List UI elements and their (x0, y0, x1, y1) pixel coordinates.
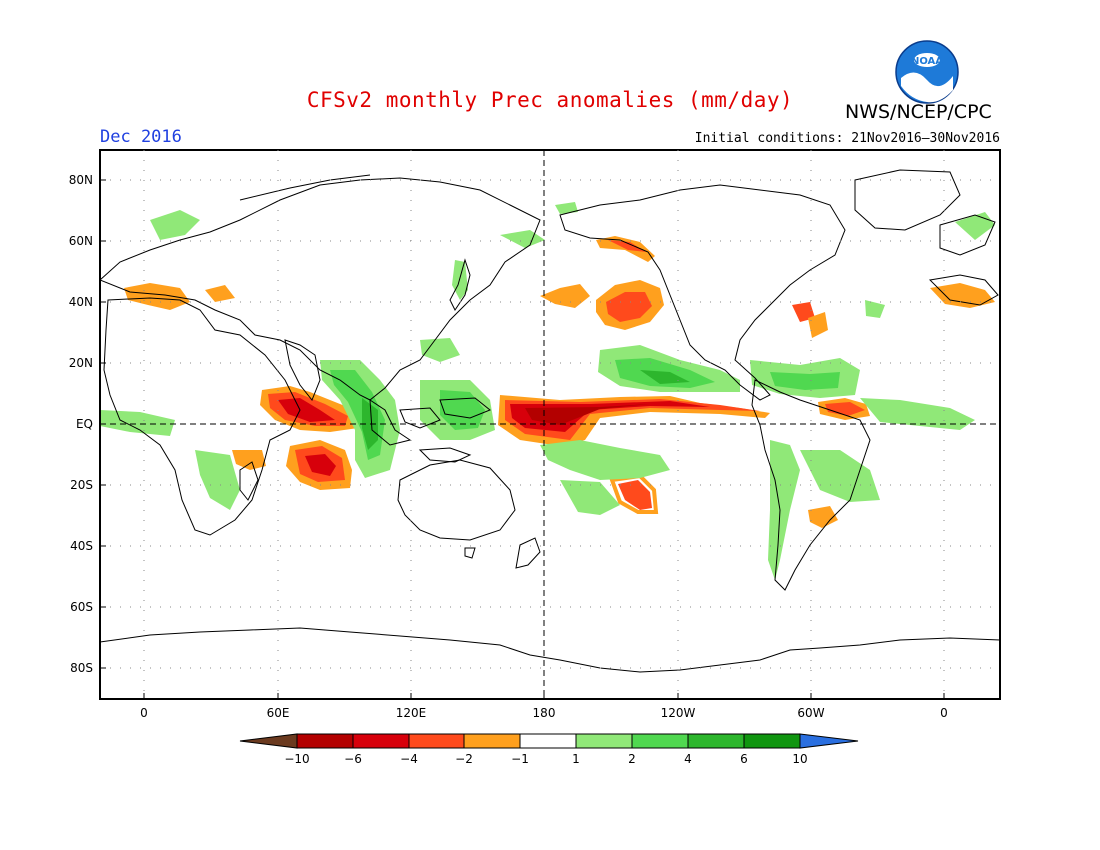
colorbar-swatch (520, 734, 576, 748)
noaa-logo: NOAA (895, 40, 959, 104)
colorbar-swatch (632, 734, 688, 748)
colorbar-left-arrow (240, 734, 297, 748)
colorbar-swatch (409, 734, 464, 748)
colorbar-label: 2 (628, 752, 636, 766)
lon-label: 60E (267, 706, 290, 720)
lon-label: 0 (140, 706, 148, 720)
logo-text: NOAA (911, 56, 943, 67)
lat-labels: 80N 60N 40N 20N EQ 20S 40S 60S 80S (69, 173, 93, 675)
colorbar-swatch (353, 734, 409, 748)
coastlines (99, 169, 1001, 673)
lon-label: 0 (940, 706, 948, 720)
gridlines (100, 150, 1000, 699)
colorbar-label: 10 (792, 752, 807, 766)
lon-label: 120W (661, 706, 696, 720)
lat-label: 20S (70, 478, 93, 492)
lat-label: 60S (70, 600, 93, 614)
colorbar-right-arrow (800, 734, 858, 748)
anomaly-patches (100, 202, 995, 580)
lat-label: 60N (69, 234, 93, 248)
colorbar-label: −6 (344, 752, 362, 766)
colorbar-label: −2 (455, 752, 473, 766)
colorbar-label: 6 (740, 752, 748, 766)
colorbar-label: −1 (511, 752, 529, 766)
colorbar-swatch (576, 734, 632, 748)
colorbar-swatch (297, 734, 353, 748)
initial-conditions: Initial conditions: 21Nov2016–30Nov2016 (694, 131, 1000, 146)
colorbar-label: −10 (284, 752, 309, 766)
agency-label: NWS/NCEP/CPC (845, 101, 992, 123)
lat-label: 80S (70, 661, 93, 675)
lat-label: 40S (70, 539, 93, 553)
lon-label: 180 (533, 706, 556, 720)
lat-label: 20N (69, 356, 93, 370)
forecast-month: Dec 2016 (100, 127, 182, 147)
lon-label: 120E (396, 706, 427, 720)
colorbar-swatch (688, 734, 744, 748)
ticks (100, 179, 945, 699)
lat-label: EQ (76, 417, 93, 431)
map-title: CFSv2 monthly Prec anomalies (mm/day) (306, 88, 794, 112)
lat-label: 80N (69, 173, 93, 187)
lon-labels: 0 60E 120E 180 120W 60W 0 (140, 706, 948, 720)
colorbar-label: 4 (684, 752, 692, 766)
colorbar-label: −4 (400, 752, 418, 766)
colorbar-swatch (464, 734, 520, 748)
colorbar-swatch (744, 734, 800, 748)
lon-label: 60W (797, 706, 824, 720)
lat-label: 40N (69, 295, 93, 309)
colorbar: −10 −6 −4 −2 −1 1 2 4 6 10 (239, 733, 859, 766)
colorbar-label: 1 (572, 752, 580, 766)
